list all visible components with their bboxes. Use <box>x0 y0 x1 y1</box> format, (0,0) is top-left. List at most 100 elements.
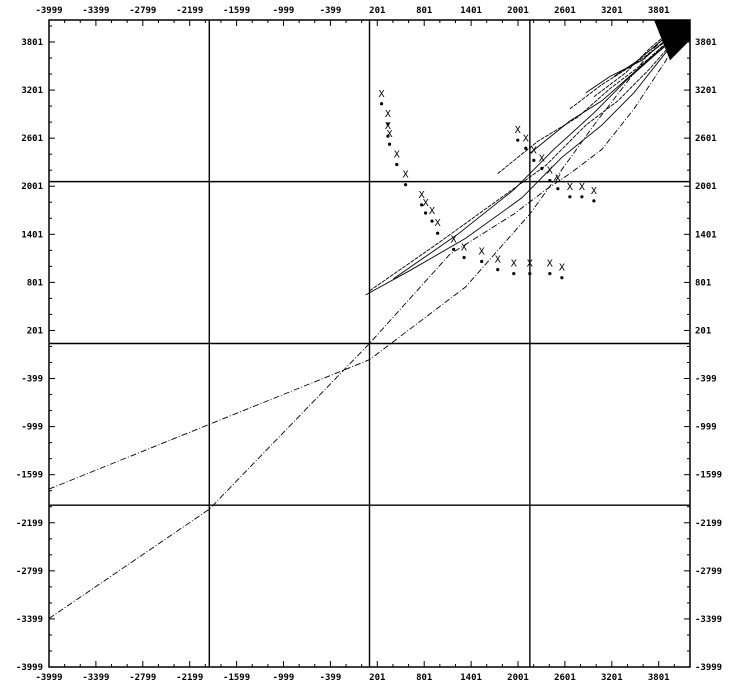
tick-labels: -3999 -3999 -3399 -3399 -2799 -2799 -2199 -2199… <box>16 6 722 683</box>
x-marker: X <box>419 190 425 201</box>
marker-dot <box>548 272 552 276</box>
x-marker: X <box>547 259 553 270</box>
marker-dot <box>379 102 384 106</box>
y-tick-label-left: 201 <box>27 326 43 336</box>
y-tick-label-right: -2199 <box>695 519 722 529</box>
x-marker: X <box>591 186 597 197</box>
x-tick-label-bottom: 3801 <box>648 673 670 683</box>
y-tick-label-left: 1401 <box>21 230 43 240</box>
y-tick-label-right: -999 <box>695 423 717 433</box>
marker-dot <box>462 255 466 260</box>
y-tick-label-right: -3999 <box>695 663 722 673</box>
x-marker: X <box>547 166 553 177</box>
x-marker: X <box>495 255 501 266</box>
x-tick-label-bottom: 1401 <box>460 673 482 683</box>
x-tick-label-top: 2001 <box>507 6 529 16</box>
x-tick-label-bottom: -1599 <box>223 673 250 683</box>
x-marker: X <box>451 234 457 245</box>
x-marker: X <box>527 259 533 270</box>
contour-line-3 <box>365 23 687 296</box>
contour-line-1 <box>48 23 679 490</box>
marker-dot <box>592 199 596 203</box>
x-marker: X <box>539 153 545 164</box>
x-tick-label-bottom: -3399 <box>82 673 109 683</box>
marker-dot <box>386 134 390 138</box>
x-tick-label-bottom: 201 <box>369 673 385 683</box>
x-tick-label-top: -3399 <box>82 6 109 16</box>
x-marker: X <box>579 182 585 193</box>
x-tick-label-top: -2199 <box>176 6 203 16</box>
y-tick-label-left: -2199 <box>16 519 43 529</box>
x-marker: X <box>461 242 467 253</box>
x-tick-label-bottom: -2799 <box>129 673 156 683</box>
marker-dot <box>512 272 516 276</box>
x-marker: X <box>515 125 521 136</box>
marker-dot <box>496 268 500 272</box>
x-marker: X <box>385 121 391 132</box>
marker-dot <box>532 158 536 162</box>
y-tick-label-right: 1401 <box>695 230 717 240</box>
marker-dot <box>516 138 520 142</box>
y-tick-label-right: -399 <box>695 375 717 385</box>
x-tick-label-top: -399 <box>320 6 342 16</box>
x-tick-label-top: 1401 <box>460 6 482 16</box>
marker-dot <box>403 183 408 187</box>
x-tick-label-top: 3801 <box>648 6 670 16</box>
y-tick-label-left: -1599 <box>16 471 43 481</box>
marker-dot <box>528 272 532 276</box>
marker-dot <box>548 179 552 183</box>
reference-lines <box>49 20 690 667</box>
x-marker: X <box>379 89 385 100</box>
contour-line-6 <box>497 35 675 174</box>
contour-lines <box>48 20 690 619</box>
marker-dot <box>560 276 564 280</box>
y-tick-label-right: 2001 <box>695 182 717 192</box>
marker-dot <box>452 247 456 251</box>
x-tick-label-top: 2601 <box>554 6 576 16</box>
x-tick-label-top: -1599 <box>223 6 250 16</box>
marker-dot <box>556 187 560 191</box>
marker-dot <box>540 166 544 171</box>
y-tick-label-right: -3399 <box>695 615 722 625</box>
y-tick-label-right: 801 <box>695 278 711 288</box>
y-tick-label-right: 201 <box>695 326 711 336</box>
x-tick-label-top: -2799 <box>129 6 156 16</box>
contour-line-7 <box>529 43 667 154</box>
x-tick-label-top: 801 <box>416 6 432 16</box>
x-tick-label-bottom: 801 <box>416 673 432 683</box>
x-tick-label-bottom: 3201 <box>601 673 623 683</box>
marker-dot <box>524 146 528 150</box>
y-tick-label-left: -3999 <box>16 663 43 673</box>
x-tick-label-bottom: -399 <box>320 673 342 683</box>
y-tick-label-left: -3399 <box>16 615 43 625</box>
marker-dot <box>424 211 428 215</box>
y-tick-label-left: 2601 <box>21 134 43 144</box>
x-marker: X <box>423 198 429 209</box>
x-tick-label-top: -3999 <box>35 6 62 16</box>
y-tick-label-right: -1599 <box>695 471 722 481</box>
x-marker: X <box>479 247 485 258</box>
marker-dot <box>480 259 484 264</box>
marker-dot <box>436 231 440 235</box>
x-tick-label-top: -999 <box>273 6 295 16</box>
y-tick-label-left: -399 <box>21 375 43 385</box>
marker-dot <box>386 122 390 126</box>
y-tick-label-right: 3801 <box>695 38 717 48</box>
x-marker: X <box>403 170 409 181</box>
x-marker: X <box>523 133 529 144</box>
y-tick-label-left: 3201 <box>21 86 43 96</box>
x-marker: X <box>394 149 400 160</box>
x-tick-label-bottom: 2601 <box>554 673 576 683</box>
x-marker: X <box>531 145 537 156</box>
x-marker: X <box>559 263 565 274</box>
marker-dot <box>419 203 424 207</box>
marker-dot <box>395 162 399 167</box>
y-tick-label-left: 801 <box>27 278 43 288</box>
y-tick-label-right: 3201 <box>695 86 717 96</box>
contour-line-5 <box>393 31 683 280</box>
x-marker: X <box>385 109 391 120</box>
marker-dot <box>580 195 584 199</box>
x-marker: X <box>435 218 441 229</box>
